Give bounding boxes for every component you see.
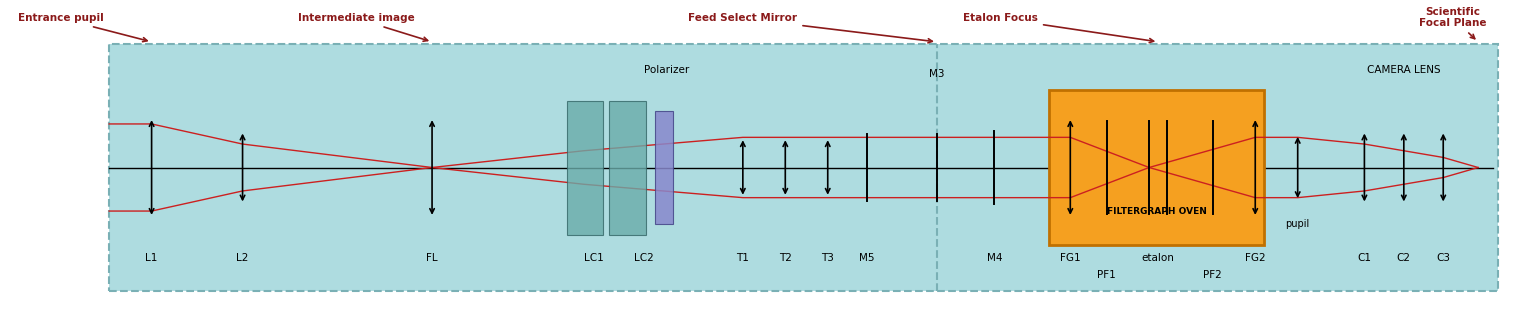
Bar bbox=[655, 111, 673, 224]
Text: T3: T3 bbox=[822, 253, 834, 263]
Text: T2: T2 bbox=[779, 253, 791, 263]
Text: FILTERGRAPH OVEN: FILTERGRAPH OVEN bbox=[1107, 207, 1207, 215]
Text: Intermediate image: Intermediate image bbox=[297, 13, 428, 41]
Text: etalon: etalon bbox=[1142, 253, 1175, 263]
Text: C3: C3 bbox=[1436, 253, 1451, 263]
Text: C1: C1 bbox=[1357, 253, 1372, 263]
Text: Etalon Focus: Etalon Focus bbox=[963, 13, 1154, 43]
Text: T1: T1 bbox=[737, 253, 749, 263]
Text: Feed Select Mirror: Feed Select Mirror bbox=[688, 13, 932, 43]
Text: Polarizer: Polarizer bbox=[644, 65, 690, 75]
Text: FL: FL bbox=[426, 253, 438, 263]
Text: FG1: FG1 bbox=[1060, 253, 1081, 263]
Bar bbox=[609, 100, 646, 234]
Text: M4: M4 bbox=[987, 253, 1002, 263]
Text: FG2: FG2 bbox=[1245, 253, 1266, 263]
Bar bbox=[1049, 90, 1264, 245]
Text: Entrance pupil: Entrance pupil bbox=[18, 13, 147, 42]
Text: M3: M3 bbox=[929, 69, 944, 79]
Text: pupil: pupil bbox=[1286, 219, 1310, 229]
Text: PF1: PF1 bbox=[1098, 270, 1116, 280]
Text: C2: C2 bbox=[1396, 253, 1411, 263]
Text: L2: L2 bbox=[236, 253, 249, 263]
Text: L1: L1 bbox=[146, 253, 158, 263]
Bar bbox=[567, 100, 603, 234]
Text: Scientific
Focal Plane: Scientific Focal Plane bbox=[1419, 7, 1486, 39]
FancyBboxPatch shape bbox=[109, 44, 1498, 291]
Text: CAMERA LENS: CAMERA LENS bbox=[1367, 65, 1440, 75]
Text: PF2: PF2 bbox=[1204, 270, 1222, 280]
Text: LC1: LC1 bbox=[584, 253, 605, 263]
Text: M5: M5 bbox=[860, 253, 875, 263]
Text: LC2: LC2 bbox=[634, 253, 655, 263]
